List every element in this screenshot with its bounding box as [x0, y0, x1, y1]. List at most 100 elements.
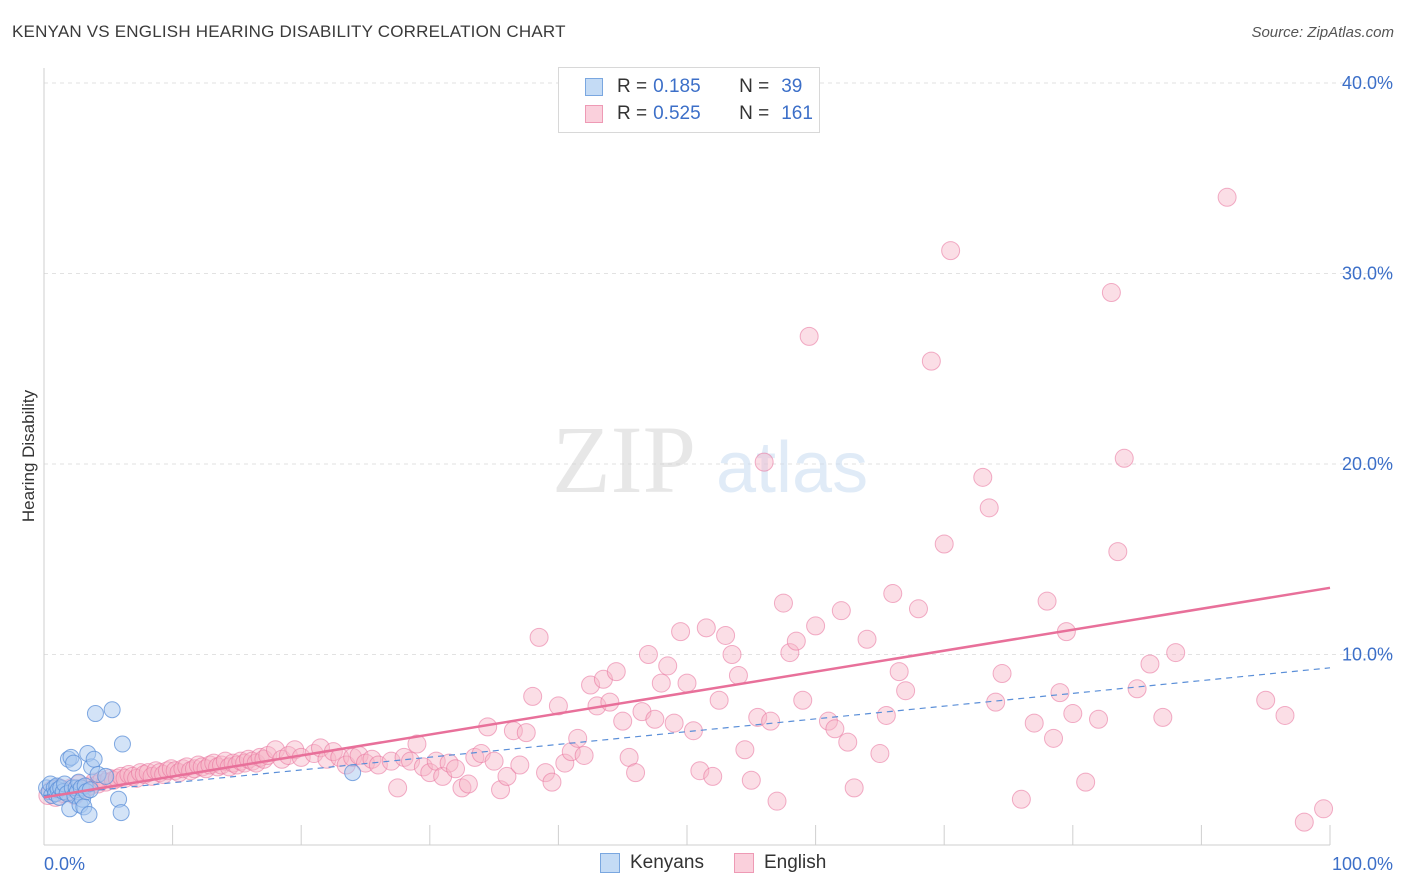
english-point	[941, 241, 961, 261]
english-point	[767, 791, 787, 811]
english-point	[600, 692, 620, 712]
english-point	[1108, 542, 1128, 562]
watermark-atlas: atlas	[716, 428, 868, 508]
english-point	[934, 534, 954, 554]
legend-n-value: 161	[781, 103, 813, 124]
english-point	[754, 452, 774, 472]
english-point	[1127, 679, 1147, 699]
legend-n-value: 39	[781, 76, 803, 97]
english-point	[709, 690, 729, 710]
kenyans-point	[344, 764, 362, 782]
english-point	[1076, 772, 1096, 792]
english-point	[1140, 654, 1160, 674]
english-point	[690, 761, 710, 781]
english-point	[883, 584, 903, 604]
english-point	[458, 774, 478, 794]
english-point	[889, 662, 909, 682]
english-point	[536, 763, 556, 783]
english-point	[1153, 707, 1173, 727]
english-point	[651, 673, 671, 693]
kenyans-point	[85, 750, 103, 768]
english-point	[407, 734, 427, 754]
english-point	[1089, 709, 1109, 729]
legend-r-label: R =	[617, 103, 648, 124]
english-point	[1101, 283, 1121, 303]
english-point	[581, 675, 601, 695]
english-point	[696, 618, 716, 638]
english-point	[368, 755, 388, 775]
kenyans-point	[65, 754, 83, 772]
english-point	[973, 467, 993, 487]
legend-swatch-kenyans	[600, 853, 620, 873]
english-point	[484, 751, 504, 771]
english-point	[548, 696, 568, 716]
english-point	[542, 772, 562, 792]
kenyans-point	[112, 804, 130, 822]
english-point	[215, 751, 235, 771]
english-point	[761, 711, 781, 731]
english-point	[645, 709, 665, 729]
english-point	[831, 601, 851, 621]
english-point	[780, 643, 800, 663]
english-point	[1256, 690, 1276, 710]
english-point	[799, 326, 819, 346]
kenyans-point	[113, 735, 131, 753]
english-point	[844, 778, 864, 798]
kenyans-point	[86, 705, 104, 723]
watermark-zip: ZIP	[552, 406, 696, 513]
english-point	[921, 351, 941, 371]
english-point	[497, 766, 517, 786]
english-point	[876, 705, 896, 725]
english-point	[523, 686, 543, 706]
english-point	[204, 753, 224, 773]
legend-label-kenyans: Kenyans	[630, 852, 704, 873]
english-point	[773, 593, 793, 613]
english-point	[825, 719, 845, 739]
english-point	[1217, 187, 1237, 207]
english-point	[613, 711, 633, 731]
english-trend-line	[43, 586, 1331, 799]
english-point	[664, 713, 684, 733]
english-point	[1037, 591, 1057, 611]
english-point	[1166, 643, 1186, 663]
series-legend: Kenyans English	[600, 852, 856, 874]
trend-lines	[43, 586, 1331, 799]
english-point	[568, 728, 588, 748]
english-point	[716, 625, 736, 645]
legend-r-value: 0.525	[653, 103, 701, 124]
english-point	[671, 622, 691, 642]
english-point	[529, 627, 549, 647]
legend-swatch-english	[585, 105, 603, 123]
watermark: ZIP atlas	[552, 406, 868, 513]
english-point	[703, 766, 723, 786]
english-point	[420, 763, 440, 783]
english-point	[908, 599, 928, 619]
x-tick-label: 100.0%	[1332, 854, 1393, 874]
kenyans-point	[80, 806, 98, 824]
english-point	[638, 645, 658, 664]
english-point	[381, 751, 401, 771]
english-point	[285, 740, 305, 760]
english-point	[446, 759, 466, 779]
english-point	[896, 681, 916, 701]
english-point	[555, 753, 575, 773]
english-point	[658, 656, 678, 676]
english-point	[741, 770, 761, 790]
english-point	[748, 707, 768, 727]
english-point	[735, 740, 755, 760]
gridlines	[44, 82, 1392, 655]
y-tick-label: 10.0%	[1342, 645, 1393, 665]
english-point	[838, 732, 858, 752]
english-point	[806, 616, 826, 636]
y-tick-label: 30.0%	[1342, 264, 1393, 284]
legend-swatch-kenyans	[585, 78, 603, 96]
english-point	[177, 757, 197, 777]
english-point	[1294, 812, 1314, 832]
english-point	[1114, 448, 1134, 468]
english-point	[677, 673, 697, 693]
x-tick-label: 0.0%	[44, 854, 85, 874]
legend-r-label: R =	[617, 76, 648, 97]
english-point	[1044, 728, 1064, 748]
legend-n-label: N =	[739, 76, 770, 97]
